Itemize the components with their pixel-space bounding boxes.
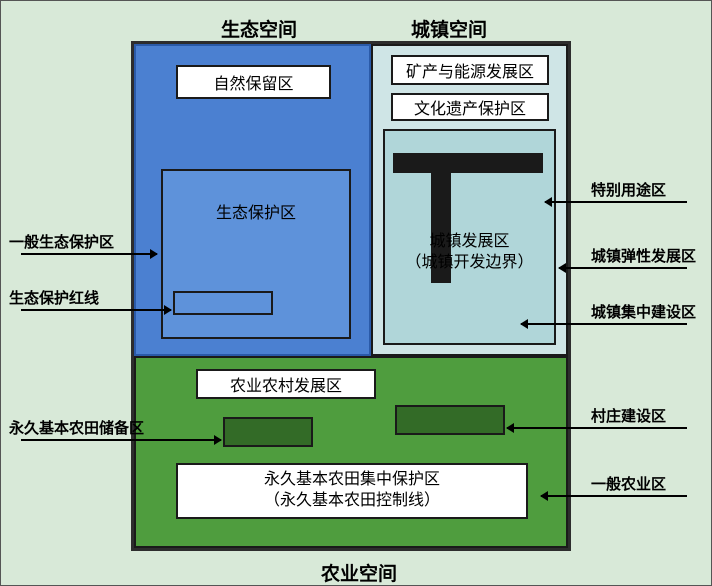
heritage-box: 文化遗产保护区 xyxy=(391,93,549,121)
nature-reserve-box: 自然保留区 xyxy=(176,65,331,99)
eco-redline-box xyxy=(173,291,273,315)
callout-arrow xyxy=(545,201,687,203)
perm-farmland-box: 永久基本农田集中保护区 （永久基本农田控制线） xyxy=(176,463,528,519)
urban-dev-label: 城镇发展区 （城镇开发边界） xyxy=(383,231,556,275)
callout-arrow xyxy=(507,427,687,429)
eco-protect-title: 生态保护区 xyxy=(161,199,351,223)
callout-arrow xyxy=(521,323,687,325)
callout-label: 一般农业区 xyxy=(591,473,666,494)
header-agri: 农业空间 xyxy=(321,559,397,586)
callout-label: 永久基本农田储备区 xyxy=(9,417,144,438)
callout-label: 城镇弹性发展区 xyxy=(591,245,696,266)
callout-label: 特别用途区 xyxy=(591,179,666,200)
callout-arrow xyxy=(21,253,157,255)
header-eco: 生态空间 xyxy=(221,15,297,42)
callout-arrow xyxy=(21,309,171,311)
agri-dev-title-box: 农业农村发展区 xyxy=(196,369,376,399)
header-urban: 城镇空间 xyxy=(411,15,487,42)
callout-arrow xyxy=(541,495,687,497)
callout-arrow xyxy=(21,439,221,441)
callout-label: 城镇集中建设区 xyxy=(591,301,696,322)
callout-arrow xyxy=(559,267,687,269)
village-box xyxy=(395,405,505,435)
callout-label: 村庄建设区 xyxy=(591,405,666,426)
diagram-canvas: 生态空间 城镇空间农业空间 自然保留区生态保护区 矿产与能源发展区文化遗产保护区城镇发… xyxy=(0,0,712,586)
t-bar-horizontal xyxy=(393,153,543,173)
agri-reserve-box xyxy=(223,417,313,447)
mining-box: 矿产与能源发展区 xyxy=(391,55,549,85)
callout-label: 一般生态保护区 xyxy=(9,231,114,252)
callout-label: 生态保护红线 xyxy=(9,287,99,308)
